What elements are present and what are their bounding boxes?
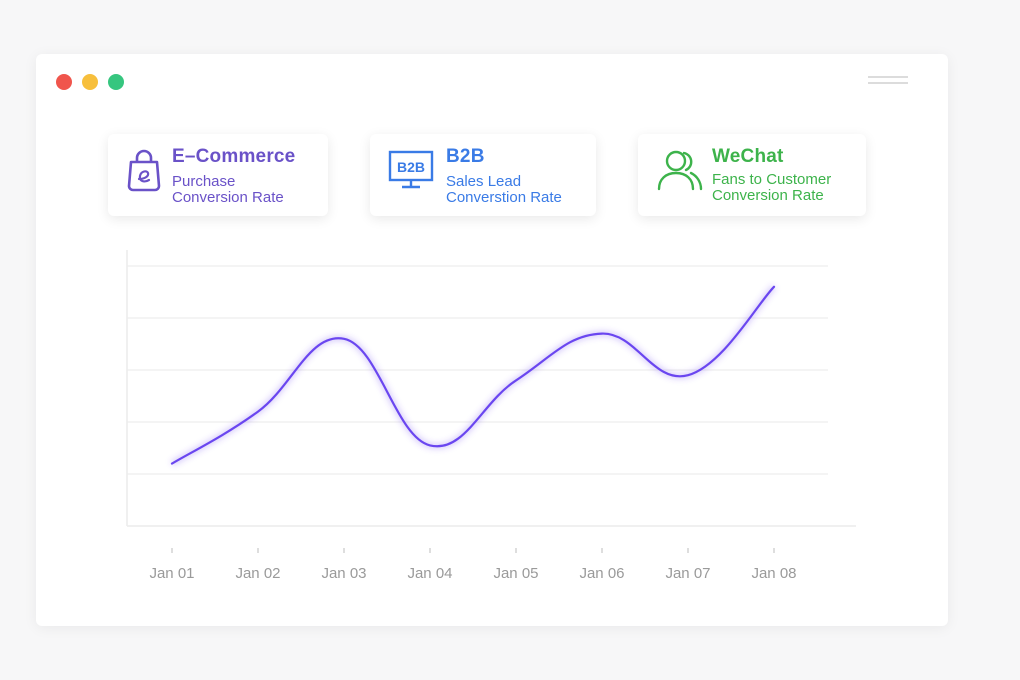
app-window: E–Commerce Purchase Conversion Rate B2B … xyxy=(36,54,948,626)
ecommerce-sub-line1: Purchase xyxy=(172,173,236,190)
x-tick-label: Jan 01 xyxy=(149,565,194,582)
close-dot[interactable] xyxy=(56,74,72,90)
line-chart: Jan 01 Jan 02 Jan 03 Jan 04 Jan 05 Jan 06 Jan … xyxy=(126,250,856,582)
b2b-icon-text: B2B xyxy=(397,159,425,175)
wechat-title: WeChat xyxy=(712,146,784,167)
data-point xyxy=(513,377,519,383)
x-tick-label: Jan 03 xyxy=(321,565,366,582)
x-tick-label: Jan 05 xyxy=(493,565,538,582)
b2b-title: B2B xyxy=(446,146,485,167)
hamburger-icon[interactable] xyxy=(868,76,908,88)
data-point xyxy=(427,442,433,448)
b2b-subtitle: Sales Lead Converstion Rate xyxy=(446,174,562,206)
minimize-dot[interactable] xyxy=(82,74,98,90)
b2b-monitor-icon: B2B xyxy=(388,150,434,189)
wechat-sub-line1: Fans to Customer xyxy=(712,171,832,188)
maximize-dot[interactable] xyxy=(108,74,124,90)
ecommerce-title: E–Commerce xyxy=(172,146,296,167)
users-icon xyxy=(657,150,703,191)
series-line xyxy=(170,285,776,465)
data-point xyxy=(685,372,691,378)
x-tick-label: Jan 04 xyxy=(407,565,452,582)
card-b2b[interactable]: B2B B2B Sales Lead Converstion Rate xyxy=(370,134,596,216)
data-point xyxy=(771,284,777,290)
data-point xyxy=(599,331,605,337)
x-tick-label: Jan 08 xyxy=(751,565,796,582)
x-tick-label: Jan 06 xyxy=(579,565,624,582)
ecommerce-sub-line2: Conversion Rate xyxy=(172,189,284,206)
data-point xyxy=(341,336,347,342)
card-wechat[interactable]: WeChat Fans to Customer Conversion Rate xyxy=(638,134,866,216)
b2b-sub-line1: Sales Lead xyxy=(446,173,522,190)
b2b-sub-line2: Converstion Rate xyxy=(446,189,562,206)
wechat-subtitle: Fans to Customer Conversion Rate xyxy=(712,172,831,204)
card-ecommerce[interactable]: E–Commerce Purchase Conversion Rate xyxy=(108,134,328,216)
ecommerce-subtitle: Purchase Conversion Rate xyxy=(172,174,284,206)
x-tick-label: Jan 07 xyxy=(665,565,710,582)
data-point xyxy=(169,461,175,467)
data-point xyxy=(255,409,261,415)
shopping-bag-icon xyxy=(127,149,161,192)
wechat-sub-line2: Conversion Rate xyxy=(712,187,824,204)
x-tick-label: Jan 02 xyxy=(235,565,280,582)
